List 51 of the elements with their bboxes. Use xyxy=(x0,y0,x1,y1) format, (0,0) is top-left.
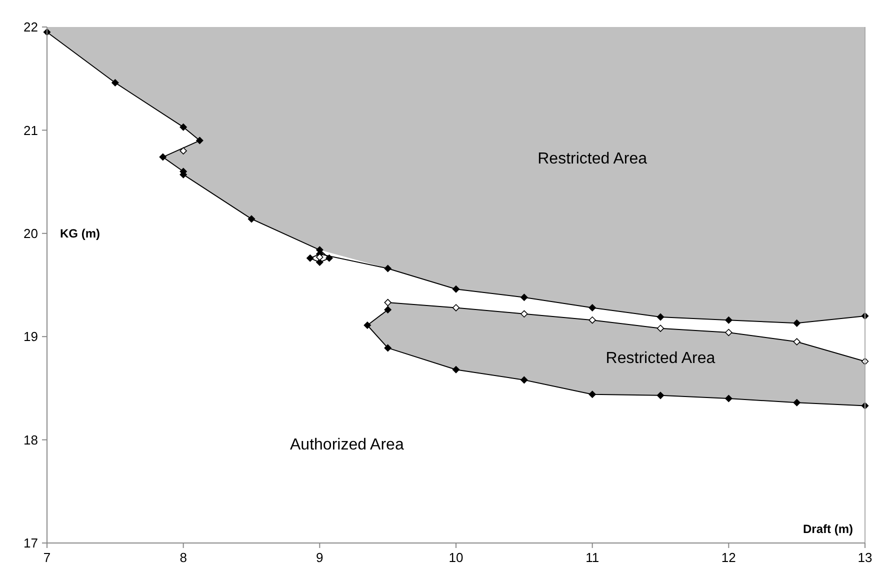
y-tick-label: 22 xyxy=(24,20,38,35)
point xyxy=(159,153,166,161)
point xyxy=(196,136,204,144)
point xyxy=(793,399,800,406)
point xyxy=(316,254,324,261)
annotation: Authorized Area xyxy=(290,436,404,454)
point xyxy=(452,366,460,374)
annotation: Restricted Area xyxy=(538,150,648,168)
y-tick-label: 17 xyxy=(24,536,38,551)
point xyxy=(452,304,460,312)
point xyxy=(725,394,732,402)
point xyxy=(384,298,392,306)
y-tick-label: 21 xyxy=(24,122,38,138)
point xyxy=(656,313,664,321)
point xyxy=(588,390,596,398)
point xyxy=(656,392,664,400)
x-tick-label: 7 xyxy=(43,550,51,565)
point xyxy=(793,320,800,327)
y-axis-title: KG (m) xyxy=(60,226,100,241)
annotation: Restricted Area xyxy=(606,350,716,367)
point xyxy=(384,264,392,272)
point xyxy=(520,310,528,318)
y-tick-label: 19 xyxy=(24,329,38,344)
x-axis-title: Draft (m) xyxy=(803,522,853,536)
point xyxy=(725,316,732,324)
point xyxy=(452,286,460,293)
point xyxy=(384,306,392,314)
x-tick-label: 12 xyxy=(721,550,736,565)
point xyxy=(306,254,314,262)
point xyxy=(793,338,800,346)
point xyxy=(180,124,187,131)
point xyxy=(326,254,333,262)
point xyxy=(384,344,392,352)
point xyxy=(364,322,371,329)
point xyxy=(656,324,664,332)
x-tick-label: 13 xyxy=(858,550,872,565)
point xyxy=(520,294,528,301)
point xyxy=(248,215,256,223)
y-tick-label: 18 xyxy=(24,432,38,448)
point xyxy=(588,316,596,324)
x-tick-label: 8 xyxy=(180,550,187,565)
point xyxy=(725,328,732,336)
x-tick-label: 10 xyxy=(448,550,464,565)
point xyxy=(316,258,324,266)
point xyxy=(112,79,119,86)
x-tick-label: 11 xyxy=(586,550,600,565)
x-tick-label: 9 xyxy=(316,550,324,565)
point xyxy=(588,304,596,312)
point xyxy=(180,147,187,154)
point xyxy=(520,376,528,384)
y-tick-label: 20 xyxy=(24,226,38,241)
